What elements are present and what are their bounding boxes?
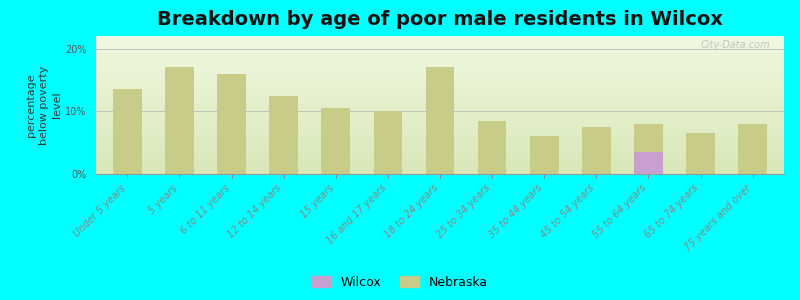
Bar bbox=[165, 68, 194, 174]
Bar bbox=[478, 121, 506, 174]
Bar bbox=[634, 152, 663, 174]
Bar bbox=[686, 133, 715, 174]
Bar bbox=[738, 124, 767, 174]
Title: Breakdown by age of poor male residents in Wilcox: Breakdown by age of poor male residents … bbox=[157, 10, 723, 29]
Bar bbox=[113, 89, 142, 174]
Bar bbox=[530, 136, 558, 174]
Bar bbox=[374, 111, 402, 174]
Bar bbox=[270, 96, 298, 174]
Bar bbox=[322, 108, 350, 174]
Bar bbox=[582, 127, 610, 174]
Y-axis label: percentage
below poverty
level: percentage below poverty level bbox=[26, 65, 62, 145]
Text: City-Data.com: City-Data.com bbox=[701, 40, 770, 50]
Legend: Wilcox, Nebraska: Wilcox, Nebraska bbox=[307, 271, 493, 294]
Bar bbox=[634, 124, 663, 174]
Bar bbox=[217, 74, 246, 174]
Bar bbox=[426, 68, 454, 174]
